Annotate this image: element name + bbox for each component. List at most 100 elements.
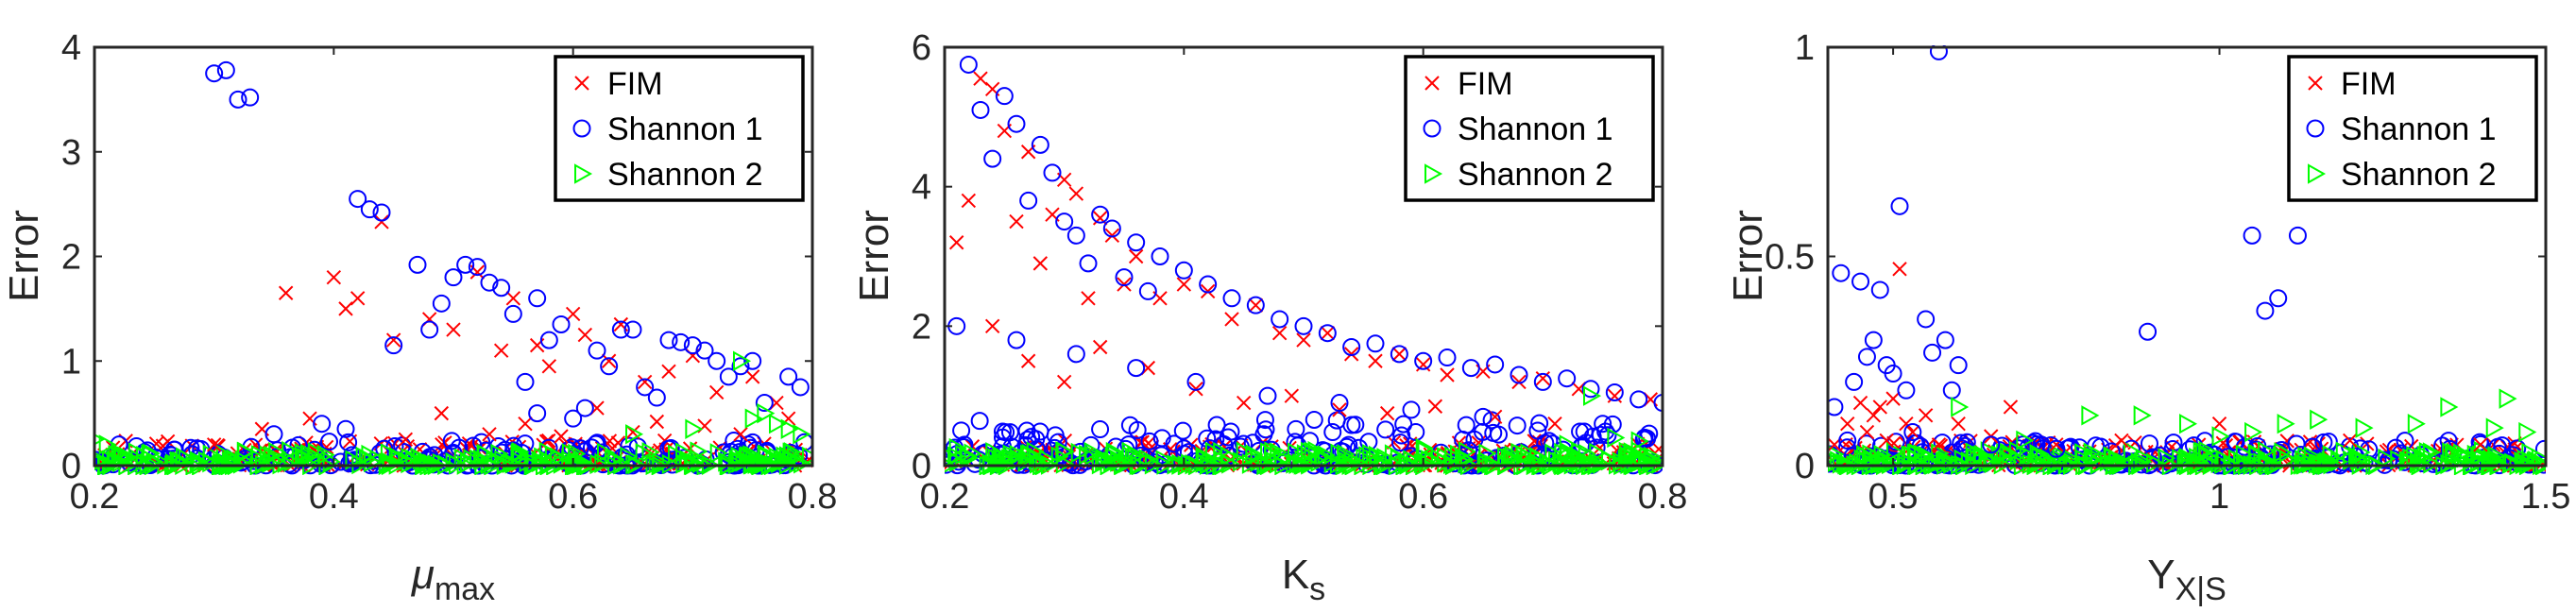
chart-mu-max-shannon-1-point bbox=[264, 425, 283, 444]
chart-ks-band-shannon-1-point bbox=[1234, 434, 1253, 453]
chart-yxs-band-shannon-1-point bbox=[2226, 433, 2244, 451]
chart-ks-shannon-2-point bbox=[1630, 431, 1649, 451]
chart-yxs-fim-point bbox=[2473, 437, 2488, 452]
chart-yxs-fim-point bbox=[1872, 400, 1887, 415]
chart-mu-max-legend-shannon-2-label: Shannon 2 bbox=[607, 157, 763, 193]
chart-mu-max-ylabel: Error bbox=[1, 210, 47, 302]
chart-mu-max-ytick-label: 3 bbox=[61, 133, 81, 173]
chart-ks-shannon-1-point bbox=[1115, 268, 1134, 287]
chart-ks-fim-point bbox=[1379, 405, 1395, 421]
chart-ks-shannon-2-point bbox=[1056, 441, 1075, 462]
chart-yxs-fim-point bbox=[1879, 433, 1894, 449]
chart-yxs-shannon-1-point bbox=[1845, 372, 1864, 391]
chart-yxs-band-shannon-1-point bbox=[1837, 438, 1856, 457]
chart-ks-shannon-1-point bbox=[1558, 369, 1577, 388]
chart-mu-max-shannon-1-point bbox=[539, 331, 558, 349]
chart-ks-shannon-1-point bbox=[995, 87, 1014, 106]
chart-mu-max-shannon-2-point bbox=[780, 418, 799, 439]
chart-ks-band-shannon-2-point bbox=[1362, 444, 1381, 465]
chart-ks-band-shannon-1-point bbox=[1221, 422, 1240, 441]
chart-yxs-fim-point bbox=[1951, 416, 1966, 432]
chart-mu-max-shannon-1-point bbox=[647, 388, 666, 407]
chart-ks-fim-point bbox=[961, 193, 977, 209]
chart-yxs-band-shannon-2-point bbox=[2347, 446, 2366, 468]
chart-mu-max-shannon-1-point bbox=[731, 357, 750, 376]
chart-mu-max-shannon-1-point bbox=[779, 367, 798, 386]
chart-ks-band-shannon-1-point bbox=[1540, 432, 1559, 450]
chart-mu-max-band-shannon-2-point bbox=[534, 447, 553, 468]
chart-ks-fim-point bbox=[1440, 367, 1455, 382]
chart-ks-shannon-1-point bbox=[1653, 394, 1663, 413]
chart-mu-max-xlabel-base: μ bbox=[411, 552, 435, 598]
chart-ks-shannon-1-point bbox=[1091, 205, 1110, 224]
chart-ks-fim-point bbox=[1511, 374, 1527, 390]
chart-mu-max-shannon-1-point bbox=[349, 190, 367, 209]
chart-yxs-band-shannon-2-point bbox=[2257, 453, 2276, 474]
chart-mu-max-band-shannon-2-point bbox=[259, 445, 278, 466]
chart-mu-max-band-shannon-2-point bbox=[781, 447, 800, 468]
chart-ks-band-shannon-1-point bbox=[1508, 416, 1527, 435]
chart-mu-max-shannon-1-point bbox=[408, 255, 427, 274]
chart-mu-max-shannon-1-point bbox=[695, 341, 714, 360]
chart-yxs-shannon-1-point bbox=[2288, 226, 2307, 245]
chart-ks-shannon-1-point bbox=[1486, 355, 1505, 374]
chart-ks-fim-point bbox=[948, 235, 964, 250]
chart-mu-max-shannon-1-point bbox=[492, 279, 511, 298]
chart-ks-fim-point bbox=[1224, 312, 1239, 327]
chart-ks-fim-point bbox=[1535, 371, 1551, 386]
chart-ks-band-shannon-2-point bbox=[1260, 442, 1279, 463]
chart-ks-band-shannon-1-point bbox=[1394, 415, 1413, 434]
chart-mu-max-fim-point bbox=[637, 374, 653, 390]
chart-mu-max-fim-point bbox=[385, 332, 401, 348]
chart-mu-max-dense-band bbox=[94, 432, 812, 475]
chart-mu-max-shannon-2-point bbox=[98, 434, 117, 455]
chart-ks-shannon-1-point bbox=[971, 100, 990, 119]
chart-ks: 0.2 0.4 0.6 0.8 0 2 4 6 Error Ks FIM Shannon 1 Sh… bbox=[851, 28, 1687, 607]
chart-yxs-shannon-1-point bbox=[1936, 331, 1954, 349]
chart-ks-fim-point bbox=[1391, 347, 1407, 362]
chart-mu-max-legend-shannon-1-icon bbox=[572, 119, 591, 138]
chart-ks-band-shannon-2-point bbox=[1444, 446, 1463, 467]
chart-ks-fim-point bbox=[1415, 357, 1431, 372]
chart-ks-fim-point bbox=[1104, 228, 1120, 244]
chart-ks-band-shannon-1-point bbox=[1286, 433, 1305, 451]
chart-ks-band-shannon-1-point bbox=[1173, 421, 1192, 440]
chart-ks-shannon-1-point bbox=[1342, 337, 1361, 356]
chart-ks-shannon-1-point bbox=[1151, 247, 1169, 265]
chart-yxs-shannon-1-point bbox=[1897, 381, 1916, 400]
chart-ks-ticks: 0.2 0.4 0.6 0.8 0 2 4 6 bbox=[912, 28, 1688, 517]
chart-yxs-shannon-2-point bbox=[2355, 417, 2374, 438]
chart-mu-max-xtick-label: 0.8 bbox=[788, 477, 838, 517]
chart-ks-band-shannon-2-point bbox=[1274, 449, 1293, 469]
chart-mu-max-shannon-1-point bbox=[420, 320, 439, 339]
chart-ks-shannon-1-point bbox=[1199, 275, 1218, 294]
chart-mu-max-band-shannon-1-point bbox=[450, 438, 469, 457]
chart-ks-shannon-1-point bbox=[1055, 212, 1074, 231]
chart-yxs-fim-point bbox=[2343, 433, 2358, 449]
chart-mu-max-ticks: 0.2 0.4 0.6 0.8 0 1 2 3 4 bbox=[61, 28, 838, 517]
chart-yxs-shannon-2-point bbox=[2485, 417, 2504, 438]
chart-ks-fim-point bbox=[1128, 248, 1144, 264]
chart-mu-max-fim-point bbox=[733, 427, 748, 442]
chart-mu-max-legend-shannon-1-label: Shannon 1 bbox=[607, 111, 763, 147]
chart-yxs-shannon-1-point bbox=[1851, 272, 1870, 291]
chart-yxs-fim-point bbox=[1852, 395, 1868, 411]
chart-yxs-legend-shannon-1-label: Shannon 1 bbox=[2341, 111, 2497, 147]
chart-yxs-legend: FIM Shannon 1 Shannon 2 bbox=[2287, 55, 2538, 202]
chart-ks-band-shannon-2-point bbox=[1118, 452, 1137, 473]
chart-mu-max-fim-point bbox=[554, 429, 569, 444]
chart-mu-max-band-shannon-1-point bbox=[331, 452, 350, 471]
chart-mu-max-fim-point bbox=[338, 301, 353, 316]
chart-mu-max-shannon-1-point bbox=[456, 255, 475, 274]
chart-ks-shannon-1-point bbox=[959, 55, 978, 74]
chart-yxs-shannon-1-point bbox=[1903, 423, 1922, 442]
chart-ks-band-shannon-2-point bbox=[1450, 444, 1469, 466]
chart-mu-max-shannon-2-point bbox=[793, 424, 811, 445]
chart-yxs-shannon-2-point bbox=[2518, 421, 2537, 443]
chart-yxs-fim-point bbox=[1866, 408, 1882, 423]
chart-yxs-band-shannon-2-point bbox=[1970, 446, 1988, 467]
chart-ks-band-shannon-2-point bbox=[1197, 449, 1216, 470]
chart-mu-max-band-shannon-2-point bbox=[709, 443, 728, 464]
chart-mu-max-legend-box bbox=[554, 55, 805, 202]
chart-mu-max-band-shannon-2-point bbox=[405, 449, 424, 470]
